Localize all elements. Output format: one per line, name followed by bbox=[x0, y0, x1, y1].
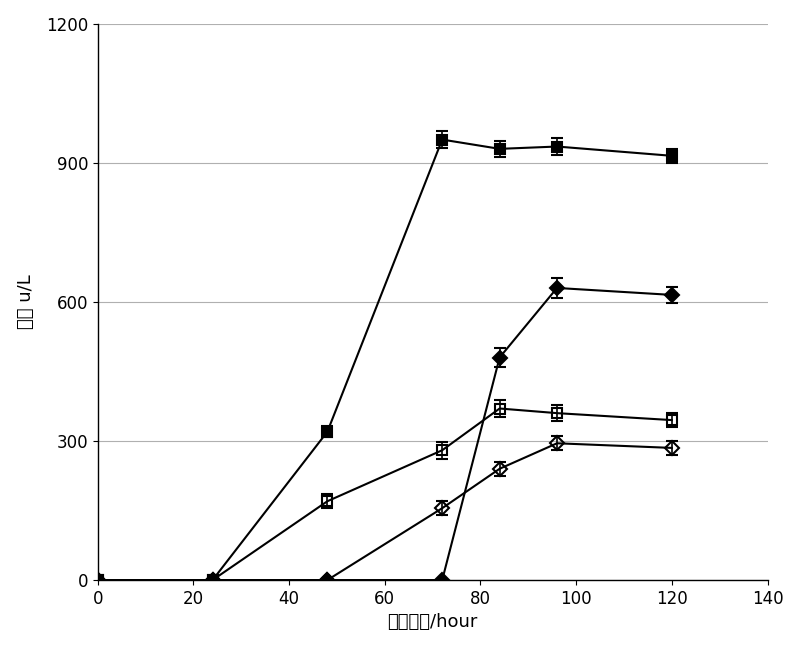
X-axis label: 培养时间/hour: 培养时间/hour bbox=[387, 614, 478, 631]
Y-axis label: 酶活 u/L: 酶活 u/L bbox=[17, 275, 34, 329]
